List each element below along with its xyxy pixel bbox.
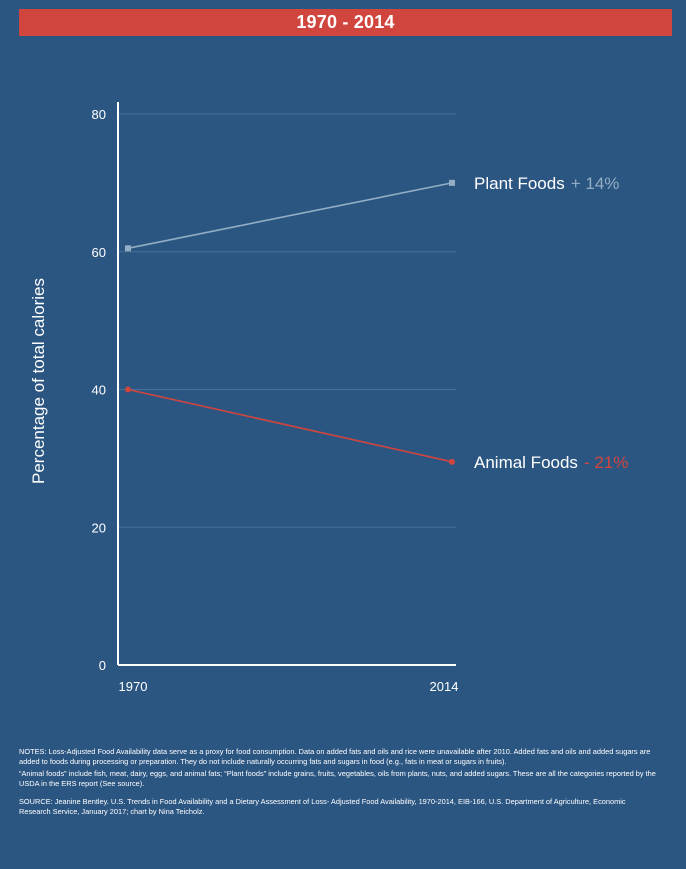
series-labels: Plant Foods + 14% Animal Foods - 21% (474, 174, 628, 472)
chart-title: 1970 - 2014 (296, 12, 395, 32)
data-point-marker (125, 386, 131, 393)
y-axis-label: Percentage of total calories (29, 278, 48, 484)
series-name: Plant Foods (474, 174, 565, 193)
series-line (127, 388, 453, 463)
series (125, 179, 455, 465)
y-tick-label: 40 (92, 383, 106, 398)
data-point-marker (125, 245, 131, 252)
data-point-marker (449, 179, 455, 186)
data-point-marker (449, 458, 455, 465)
y-tick-label: 0 (99, 658, 106, 673)
series-name: Animal Foods (474, 453, 578, 472)
y-tick-label: 80 (92, 107, 106, 122)
title-banner: 1970 - 2014 (19, 9, 672, 36)
source-citation: SOURCE: Jeanine Bentley. U.S. Trends in … (19, 797, 626, 816)
series-change: - 21% (584, 453, 628, 472)
x-tick-label: 1970 (119, 679, 148, 694)
series-label: Animal Foods - 21% (474, 453, 628, 472)
tick-labels: 0 20 40 60 80 1970 2014 (92, 107, 459, 694)
notes-definitions: “Animal foods” include fish, meat, dairy… (19, 769, 656, 788)
grid-lines (118, 113, 456, 528)
series-label: Plant Foods + 14% (474, 174, 619, 193)
y-tick-label: 20 (92, 520, 106, 535)
notes-block: NOTES: Loss-Adjusted Food Availability d… (19, 747, 659, 820)
axes (117, 102, 456, 666)
notes-paragraph: NOTES: Loss-Adjusted Food Availability d… (19, 747, 651, 766)
y-tick-label: 60 (92, 245, 106, 260)
x-tick-label: 2014 (430, 679, 459, 694)
series-line (127, 182, 453, 250)
series-change: + 14% (571, 174, 620, 193)
